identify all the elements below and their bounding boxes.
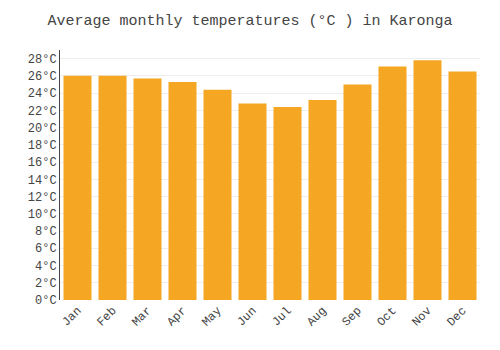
svg-text:Mar: Mar — [129, 304, 154, 329]
svg-text:Aug: Aug — [304, 304, 329, 329]
svg-text:10°C: 10°C — [28, 208, 57, 222]
svg-text:0°C: 0°C — [35, 294, 57, 308]
svg-text:14°C: 14°C — [28, 174, 57, 188]
svg-text:Jun: Jun — [234, 304, 259, 329]
svg-text:Jan: Jan — [59, 304, 84, 329]
svg-text:Oct: Oct — [374, 304, 399, 329]
svg-text:26°C: 26°C — [28, 70, 57, 84]
svg-text:Apr: Apr — [164, 304, 189, 329]
svg-text:Sep: Sep — [339, 304, 364, 329]
svg-text:Feb: Feb — [94, 304, 119, 329]
svg-text:4°C: 4°C — [35, 260, 57, 274]
svg-text:16°C: 16°C — [28, 156, 57, 170]
svg-text:Average monthly temperatures (: Average monthly temperatures (°C ) in Ka… — [47, 13, 452, 30]
svg-text:18°C: 18°C — [28, 139, 57, 153]
svg-text:24°C: 24°C — [28, 87, 57, 101]
svg-text:6°C: 6°C — [35, 242, 57, 256]
svg-text:8°C: 8°C — [35, 225, 57, 239]
svg-text:Jul: Jul — [269, 304, 294, 329]
svg-text:12°C: 12°C — [28, 191, 57, 205]
svg-text:Nov: Nov — [409, 304, 434, 329]
svg-text:28°C: 28°C — [28, 53, 57, 67]
svg-text:Dec: Dec — [444, 304, 469, 329]
svg-text:May: May — [199, 304, 224, 329]
svg-text:20°C: 20°C — [28, 122, 57, 136]
svg-text:22°C: 22°C — [28, 105, 57, 119]
svg-text:2°C: 2°C — [35, 277, 57, 291]
